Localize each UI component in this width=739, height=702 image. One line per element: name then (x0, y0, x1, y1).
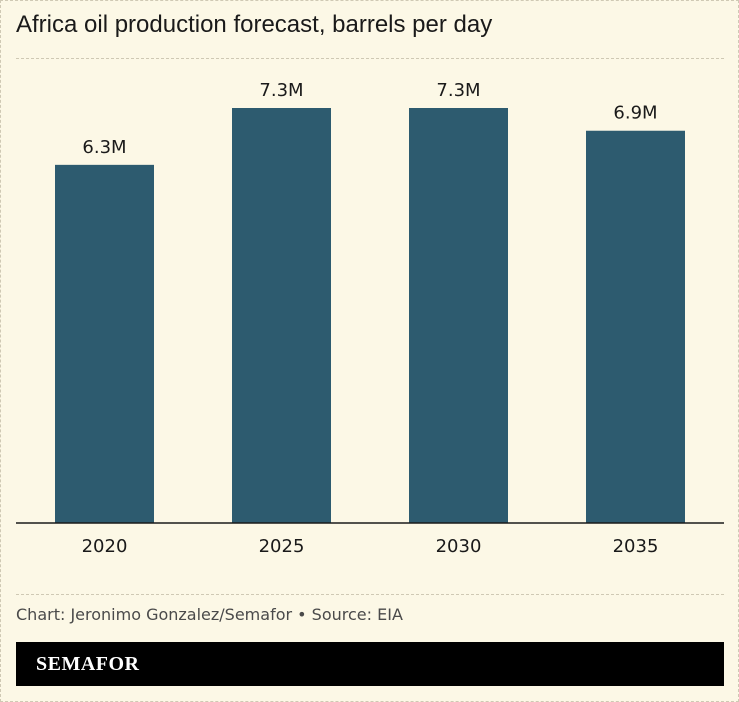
top-divider (16, 58, 724, 59)
source-credit: Chart: Jeronimo Gonzalez/Semafor • Sourc… (16, 605, 403, 624)
chart-title: Africa oil production forecast, barrels … (16, 11, 493, 38)
bar-2035 (586, 130, 685, 523)
x-tick-labels-group: 2020 2025 2030 2035 (82, 536, 659, 557)
bottom-divider (16, 594, 724, 595)
brand-banner: SEMAFOR (16, 642, 724, 686)
data-labels-group: 6.3M 7.3M 7.3M 6.9M (82, 80, 657, 158)
bars-group (55, 108, 685, 524)
bar-2030 (409, 108, 508, 523)
x-tick-2020: 2020 (82, 536, 128, 557)
bar-2025 (232, 108, 331, 523)
data-label-2025: 7.3M (259, 80, 303, 101)
bar-2020 (55, 164, 154, 524)
data-label-2030: 7.3M (436, 80, 480, 101)
x-tick-2030: 2030 (436, 536, 482, 557)
semafor-logo: SEMAFOR (36, 653, 140, 675)
data-label-2035: 6.9M (613, 103, 657, 124)
x-tick-2035: 2035 (613, 536, 659, 557)
bar-chart: 6.3M 7.3M 7.3M 6.9M 2020 2025 2030 2035 (16, 80, 724, 557)
x-tick-2025: 2025 (259, 536, 305, 557)
data-label-2020: 6.3M (82, 137, 126, 158)
